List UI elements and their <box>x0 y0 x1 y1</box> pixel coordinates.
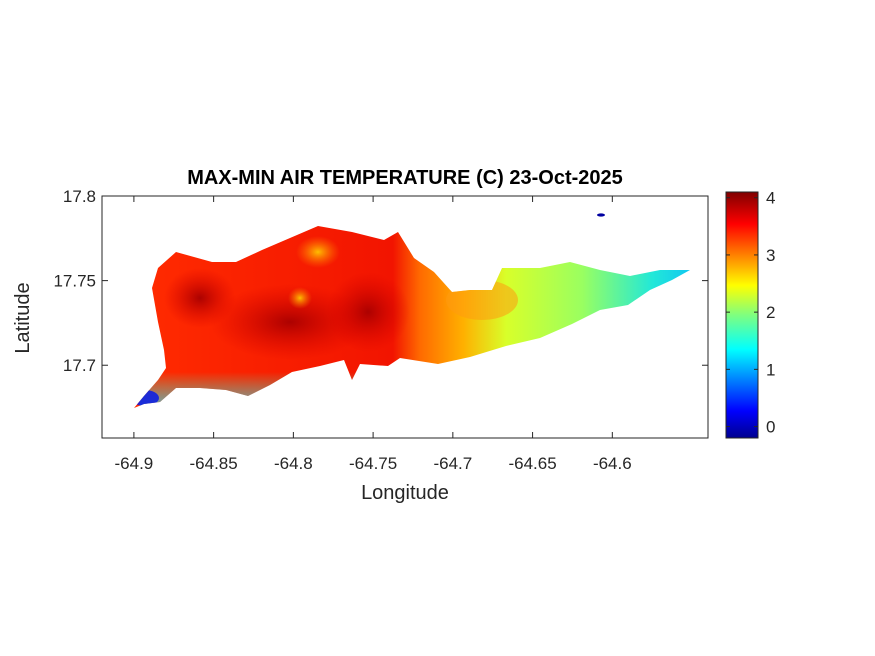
x-tick-label: -64.65 <box>508 454 556 473</box>
buck-island-marker <box>597 213 605 217</box>
colorbar-tick-label: 0 <box>766 418 775 437</box>
colorbar-tick-label: 4 <box>766 189 775 208</box>
x-tick-label: -64.6 <box>593 454 632 473</box>
y-axis-label: Latitude <box>12 282 34 353</box>
x-tick-label: -64.85 <box>190 454 238 473</box>
colorbar-ticks: 0 1 2 3 4 <box>726 189 775 437</box>
y-axis: 17.7 17.75 17.8 <box>53 187 708 375</box>
colorbar-tick-label: 3 <box>766 246 775 265</box>
heat-core-center <box>326 272 410 352</box>
x-axis-label: Longitude <box>361 482 449 504</box>
y-tick-label: 17.8 <box>63 187 96 206</box>
x-axis: -64.9 -64.85 -64.8 -64.75 -64.7 -64.65 -64.6 <box>115 196 632 473</box>
x-tick-label: -64.9 <box>115 454 154 473</box>
x-tick-label: -64.75 <box>349 454 397 473</box>
warm-spot-north <box>288 287 312 309</box>
colorbar <box>725 191 759 439</box>
colorbar-tick-label: 2 <box>766 303 775 322</box>
colorbar-tick-label: 1 <box>766 360 775 379</box>
x-tick-label: -64.8 <box>274 454 313 473</box>
x-tick-label: -64.7 <box>433 454 472 473</box>
y-tick-label: 17.75 <box>53 272 96 291</box>
y-tick-label: 17.7 <box>63 356 96 375</box>
warm-spot-north-coast <box>296 236 340 268</box>
heat-core-far-west <box>164 268 236 328</box>
chart-title: MAX-MIN AIR TEMPERATURE (C) 23-Oct-2025 <box>187 167 623 189</box>
